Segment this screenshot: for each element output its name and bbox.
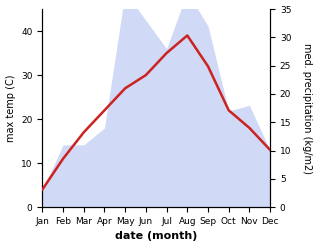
Y-axis label: med. precipitation (kg/m2): med. precipitation (kg/m2) bbox=[302, 43, 313, 174]
Y-axis label: max temp (C): max temp (C) bbox=[5, 74, 16, 142]
X-axis label: date (month): date (month) bbox=[115, 231, 197, 242]
